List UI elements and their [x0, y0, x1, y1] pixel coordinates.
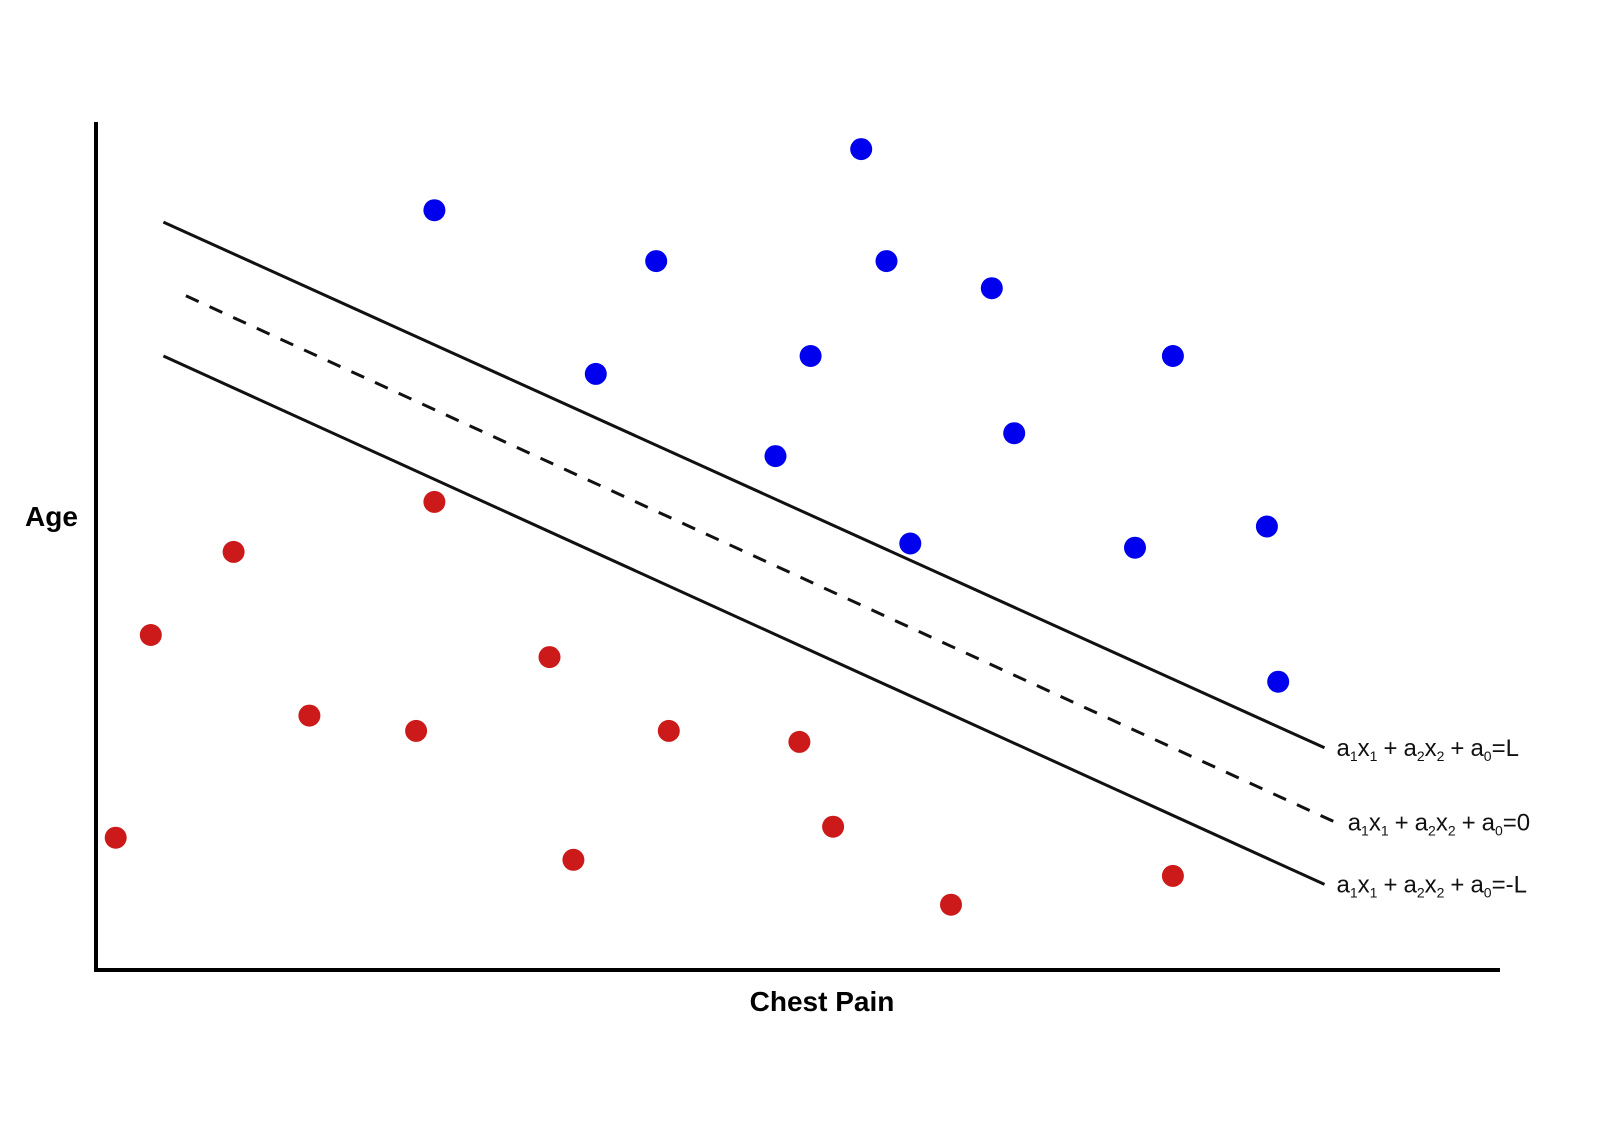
points-layer [104, 138, 1290, 916]
equation-part-t1: 1 [1370, 884, 1378, 900]
red-point-4 [298, 704, 321, 727]
equation-part-x2: x [1436, 809, 1448, 836]
equation-part-rhs: =L [1492, 735, 1519, 762]
blue-point-13 [1267, 670, 1290, 693]
red-point-3 [538, 646, 561, 669]
decision-boundary-line [185, 294, 1337, 824]
blue-point-3 [875, 250, 898, 273]
red-point-6 [657, 719, 680, 742]
equation-part-x2: x [1425, 871, 1437, 898]
equation-part-p1: + [1395, 809, 1409, 836]
blue-point-11 [1124, 536, 1146, 559]
equation-part-t1: 1 [1370, 748, 1378, 764]
blue-point-1 [850, 138, 873, 161]
equation-part-s2: 2 [1428, 822, 1436, 838]
red-point-12 [1161, 864, 1184, 887]
equation-part-s0: 0 [1495, 822, 1503, 838]
lower-margin-line [162, 354, 1326, 886]
equation-part-s0: 0 [1484, 884, 1492, 900]
equation-part-a0: a [1482, 809, 1496, 836]
equation-part-p1: + [1383, 871, 1397, 898]
equation-part-a2: a [1403, 871, 1417, 898]
equation-part-rhs: =-L [1492, 871, 1527, 898]
blue-point-4 [980, 277, 1003, 300]
equation-part-x1: x [1369, 809, 1381, 836]
blue-point-5 [584, 362, 607, 385]
red-point-11 [940, 893, 962, 916]
equation-part-s1: 1 [1350, 884, 1358, 900]
equation-part-a1: a [1348, 809, 1362, 836]
blue-point-12 [1255, 515, 1278, 538]
x-axis-title: Chest Pain [750, 986, 895, 1017]
equation-part-rhs: =0 [1503, 809, 1530, 836]
equation-part-a0: a [1470, 735, 1484, 762]
blue-point-7 [1161, 345, 1184, 367]
blue-point-0 [423, 199, 446, 222]
red-point-2 [139, 624, 162, 646]
blue-point-8 [764, 445, 787, 468]
equation-part-p2: + [1450, 871, 1464, 898]
equation-part-x2: x [1425, 735, 1437, 762]
equation-part-a1: a [1337, 871, 1351, 898]
red-point-1 [222, 540, 245, 563]
equation-part-s1: 1 [1350, 748, 1358, 764]
equation-part-p1: + [1383, 735, 1397, 762]
blue-point-10 [899, 532, 922, 555]
equation-part-x1: x [1358, 735, 1370, 762]
equation-part-a0: a [1470, 871, 1484, 898]
equation-part-t2: 2 [1448, 822, 1456, 838]
equation-part-s2: 2 [1417, 748, 1425, 764]
decision-boundary-equation: a1x1 + a2x2 + a0=0 [1348, 809, 1530, 838]
y-axis-title: Age [25, 501, 78, 532]
red-point-8 [104, 826, 127, 849]
equation-part-a1: a [1337, 735, 1351, 762]
lower-margin-equation: a1x1 + a2x2 + a0=-L [1337, 871, 1527, 900]
upper-margin-equation: a1x1 + a2x2 + a0=L [1337, 735, 1519, 764]
equation-part-s1: 1 [1361, 822, 1369, 838]
blue-point-9 [1003, 422, 1026, 445]
equation-part-s2: 2 [1417, 884, 1425, 900]
red-point-7 [788, 730, 811, 753]
equation-part-s0: 0 [1484, 748, 1492, 764]
red-point-0 [423, 490, 446, 513]
equation-part-t1: 1 [1381, 822, 1389, 838]
red-point-5 [405, 719, 428, 742]
equation-part-t2: 2 [1437, 884, 1445, 900]
blue-point-2 [645, 250, 668, 273]
separator-lines [162, 220, 1337, 886]
upper-margin-line [162, 220, 1326, 750]
blue-point-6 [799, 345, 822, 367]
red-point-10 [822, 815, 845, 838]
red-point-9 [562, 848, 585, 871]
equation-part-x1: x [1358, 871, 1370, 898]
equation-part-t2: 2 [1437, 748, 1445, 764]
equation-part-a2: a [1403, 735, 1417, 762]
equation-part-a2: a [1415, 809, 1429, 836]
equation-part-p2: + [1450, 735, 1464, 762]
equation-part-p2: + [1462, 809, 1476, 836]
